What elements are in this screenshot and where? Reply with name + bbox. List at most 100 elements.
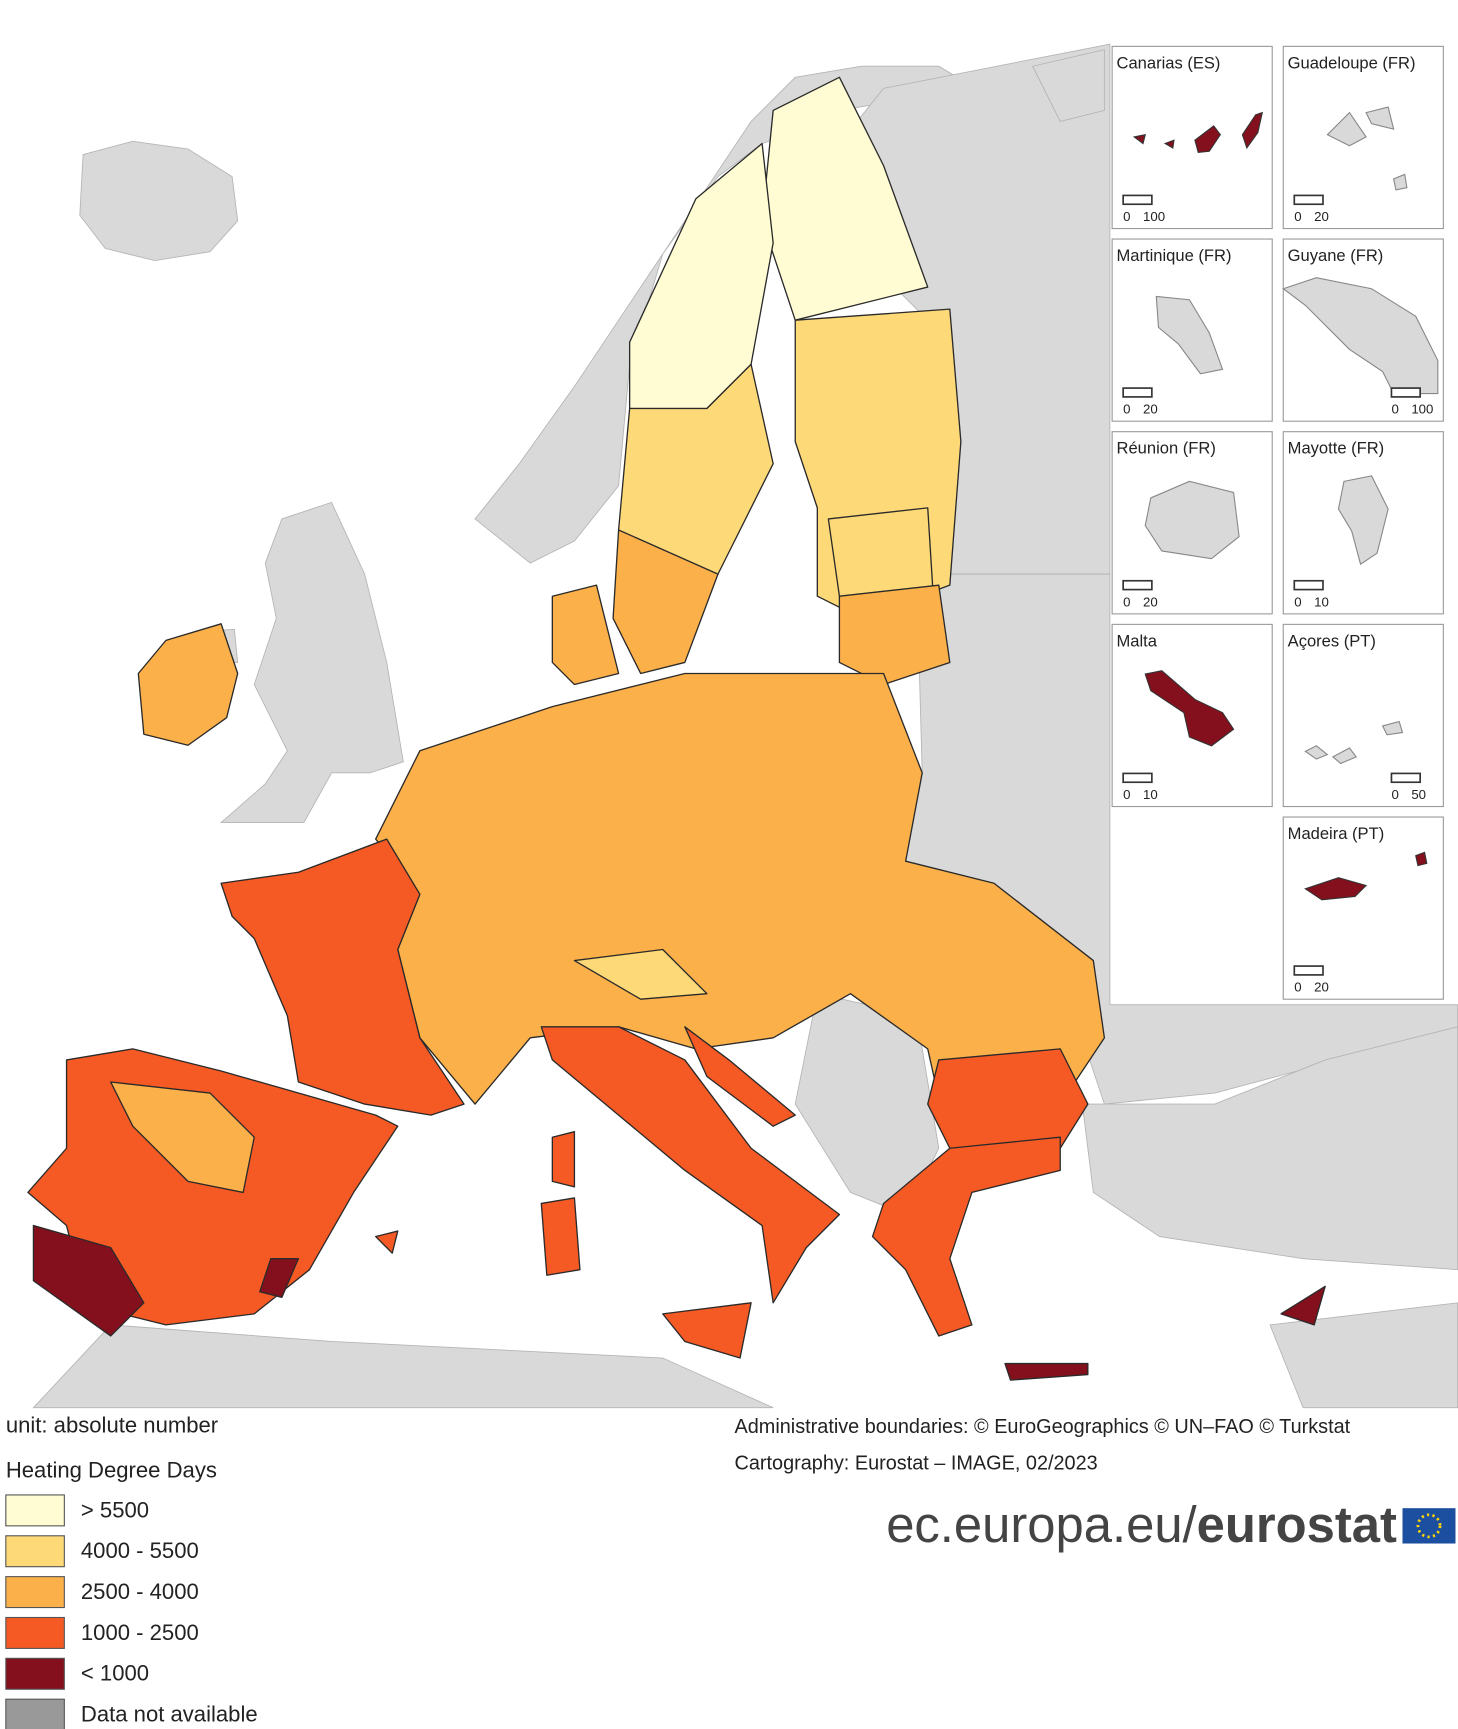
scale-label: 10: [1314, 594, 1329, 609]
region: [375, 1230, 399, 1254]
scale-label: 0: [1294, 209, 1301, 224]
inset-land: [1304, 745, 1329, 760]
region: [871, 1136, 1061, 1337]
logo-text: ec.europa.eu/eurostat: [886, 1497, 1397, 1554]
inset-land: [1381, 720, 1404, 736]
legend-swatch: [5, 1535, 65, 1568]
inset: Guadeloupe (FR) 0 20: [1282, 45, 1444, 230]
inset-title: Martinique (FR): [1117, 246, 1232, 265]
legend-swatch: [5, 1494, 65, 1527]
inset-land: [1365, 106, 1395, 130]
inset-frame: [1282, 431, 1444, 615]
inset-land: [1415, 851, 1428, 867]
scale-label: 0: [1391, 402, 1398, 417]
region: [220, 838, 465, 1116]
region: [1280, 1285, 1326, 1326]
scale-label: 0: [1123, 787, 1130, 802]
inset-land: [1132, 133, 1146, 145]
legend-label: < 1000: [81, 1661, 149, 1686]
inset-land: [1163, 139, 1175, 149]
inset-land: [1144, 670, 1235, 747]
region: [551, 1131, 576, 1188]
inset: Martinique (FR) 0 20: [1111, 238, 1273, 422]
region: [573, 948, 708, 1000]
scale-bar: [1390, 772, 1421, 784]
legend-label: Data not available: [81, 1702, 258, 1727]
scale-bar: [1122, 387, 1153, 398]
scale-bar: [1293, 965, 1324, 976]
inset-title: Madeira (PT): [1288, 824, 1385, 843]
inset-land: [1282, 277, 1439, 395]
scale-label: 50: [1411, 787, 1426, 802]
inset-land: [1194, 125, 1221, 153]
scale-bar: [1122, 194, 1153, 206]
logo-brand: eurostat: [1197, 1497, 1397, 1554]
scale-label: 10: [1143, 787, 1158, 802]
land-area: [219, 501, 404, 823]
eu-regions: [27, 76, 1326, 1381]
inset-land: [1326, 111, 1367, 147]
scale-bar: [1122, 579, 1153, 591]
scale-label: 0: [1391, 787, 1398, 802]
legend-swatch: [5, 1698, 65, 1729]
legend-label: 2500 - 4000: [81, 1579, 199, 1604]
scale-label: 20: [1143, 402, 1158, 417]
region: [540, 1026, 841, 1304]
scale-bar: [1122, 772, 1153, 784]
scale-label: 0: [1123, 594, 1130, 609]
region: [838, 584, 951, 686]
legend-unit: unit: absolute number: [6, 1412, 218, 1437]
scale-label: 20: [1143, 594, 1158, 609]
legend-label: 4000 - 5500: [81, 1538, 199, 1563]
legend-title: Heating Degree Days: [6, 1458, 217, 1483]
inset-title: Guyane (FR): [1288, 246, 1384, 265]
inset-land: [1144, 480, 1240, 560]
region: [827, 507, 934, 597]
inset-land: [1241, 111, 1264, 150]
region: [540, 1197, 581, 1276]
inset-land: [1393, 173, 1408, 191]
inset: Açores (PT) 0 50: [1282, 623, 1444, 808]
inset: Guyane (FR) 0 100: [1282, 238, 1444, 422]
scale-label: 20: [1314, 980, 1329, 995]
inset-land: [1304, 877, 1368, 901]
inset-land: [1155, 295, 1224, 375]
inset: Mayotte (FR) 0 10: [1282, 431, 1444, 615]
scale-label: 20: [1314, 209, 1329, 224]
inset-land: [1331, 747, 1357, 765]
inset-title: Malta: [1117, 631, 1158, 650]
inset: Canarias (ES) 0 100: [1111, 45, 1273, 230]
inset-title: Açores (PT): [1288, 631, 1376, 650]
inset: Réunion (FR) 0 20: [1111, 431, 1273, 615]
region: [1004, 1362, 1089, 1381]
scale-label: 0: [1294, 980, 1301, 995]
region: [612, 529, 719, 675]
region: [551, 584, 620, 686]
region: [927, 1048, 1089, 1149]
region: [259, 1257, 300, 1298]
scale-bar: [1293, 194, 1324, 206]
scale-bar: [1293, 579, 1324, 591]
region: [684, 1026, 796, 1127]
logo-domain: ec.europa.eu/: [886, 1497, 1197, 1554]
inset: Malta 0 10: [1111, 623, 1273, 808]
credit: Cartography: Eurostat – IMAGE, 02/2023: [735, 1452, 1098, 1474]
land-area: [1031, 49, 1105, 122]
inset-land: [1337, 475, 1389, 566]
region: [662, 1302, 752, 1359]
scale-bar: [1390, 387, 1421, 398]
scale-label: 0: [1123, 209, 1130, 224]
inset-title: Réunion (FR): [1117, 439, 1216, 458]
region: [110, 1081, 255, 1194]
credit: Administrative boundaries: © EuroGeograp…: [735, 1416, 1351, 1438]
legend-swatch: [5, 1576, 65, 1609]
legend-label: 1000 - 2500: [81, 1620, 199, 1645]
legend-swatch: [5, 1657, 65, 1690]
basemap: [32, 43, 1458, 1409]
land-area: [32, 1324, 774, 1409]
region: [32, 1224, 145, 1337]
scale-label: 100: [1143, 209, 1165, 224]
legend-swatch: [5, 1616, 65, 1649]
